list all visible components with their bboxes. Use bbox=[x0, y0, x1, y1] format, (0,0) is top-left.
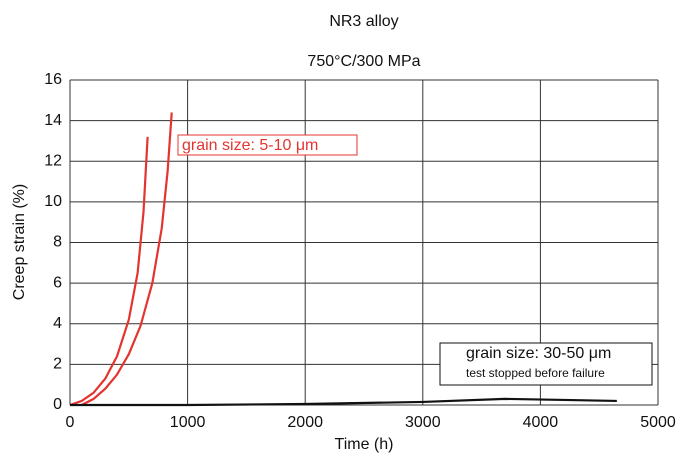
x-tick-label: 3000 bbox=[405, 414, 441, 431]
chart-title: NR3 alloy bbox=[329, 13, 398, 30]
annotation-text: grain size: 5-10 μm bbox=[182, 137, 318, 154]
y-tick-label: 0 bbox=[53, 396, 62, 413]
annotation-text: test stopped before failure bbox=[466, 366, 605, 380]
x-axis-label: Time (h) bbox=[335, 436, 394, 453]
annotation-box bbox=[177, 134, 358, 156]
chart-subtitle: 750°C/300 MPa bbox=[307, 53, 420, 70]
y-tick-label: 2 bbox=[53, 356, 62, 373]
y-axis-label: Creep strain (%) bbox=[11, 184, 28, 300]
x-tick-label: 5000 bbox=[640, 414, 676, 431]
y-tick-label: 4 bbox=[53, 315, 62, 332]
x-tick-label: 4000 bbox=[523, 414, 559, 431]
creep-curve bbox=[81, 112, 173, 406]
x-tick-label: 1000 bbox=[170, 414, 206, 431]
x-tick-label: 0 bbox=[66, 414, 75, 431]
y-tick-label: 14 bbox=[44, 112, 62, 129]
y-tick-label: 12 bbox=[44, 152, 62, 169]
x-tick-label: 2000 bbox=[287, 414, 323, 431]
annotation-text: grain size: 30-50 μm bbox=[466, 345, 611, 362]
y-tick-label: 8 bbox=[53, 234, 62, 251]
y-tick-label: 6 bbox=[53, 274, 62, 291]
creep-curve bbox=[70, 397, 617, 407]
creep-curve bbox=[69, 136, 149, 407]
annotation-box bbox=[439, 342, 653, 386]
y-tick-label: 10 bbox=[44, 193, 62, 210]
y-tick-label: 16 bbox=[44, 71, 62, 88]
